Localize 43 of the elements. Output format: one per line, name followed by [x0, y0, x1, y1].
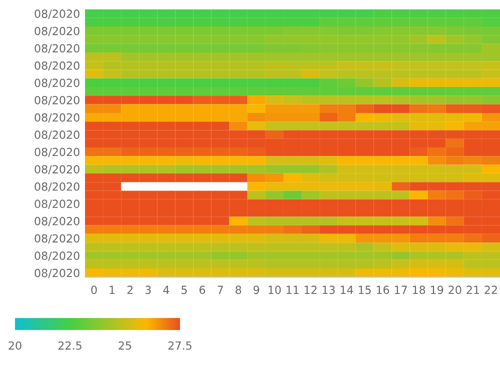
x-tick-label: 22	[484, 286, 497, 294]
y-tick-label: 08/2020	[34, 234, 80, 244]
y-tick-label: 08/2020	[34, 10, 80, 19]
x-tick-label: 5	[182, 286, 187, 294]
y-tick-label: 08/2020	[34, 200, 80, 209]
x-tick-label: 17	[394, 286, 407, 294]
x-tick-label: 12	[304, 286, 316, 294]
x-tick-label: 7	[218, 286, 223, 294]
y-tick-label: 08/2020	[34, 44, 80, 54]
x-tick-label: 21	[466, 286, 479, 294]
x-tick-label: 20	[448, 286, 462, 294]
x-tick-label: 19	[431, 286, 444, 294]
y-tick-label: 08/2020	[34, 61, 80, 71]
color-bar-label: 22.5	[58, 341, 82, 350]
x-tick-label: 3	[145, 286, 151, 294]
y-tick-label: 08/2020	[34, 216, 80, 226]
x-tick-label: 1	[110, 286, 115, 294]
y-tick-label: 08/2020	[34, 78, 80, 88]
y-tick-label: 08/2020	[34, 113, 80, 123]
color-bar-label: 20	[8, 341, 22, 350]
y-tick-label: 08/2020	[34, 165, 80, 174]
x-tick-label: 11	[286, 286, 299, 294]
x-tick-label: 4	[163, 286, 170, 294]
x-tick-label: 0	[91, 286, 97, 294]
x-tick-label: 2	[127, 286, 133, 294]
x-tick-label: 18	[412, 286, 426, 294]
x-tick-label: 9	[254, 286, 260, 294]
x-tick-label: 13	[322, 286, 335, 294]
x-tick-label: 16	[376, 286, 390, 294]
y-tick-label: 08/2020	[34, 96, 80, 106]
x-tick-label: 8	[236, 286, 242, 294]
y-tick-label: 08/2020	[34, 182, 80, 192]
x-tick-label: 14	[340, 286, 354, 294]
x-tick-label: 15	[358, 286, 371, 294]
y-tick-label: 08/2020	[34, 26, 80, 36]
y-tick-label: 08/2020	[34, 130, 80, 140]
color-bar-label: 27.5	[168, 341, 192, 350]
color-bar-label: 25	[118, 341, 132, 350]
x-tick-label: 6	[200, 286, 206, 294]
y-tick-label: 08/2020	[34, 252, 80, 261]
y-tick-label: 08/2020	[34, 268, 80, 278]
y-tick-label: 08/2020	[34, 148, 80, 158]
x-tick-label: 10	[268, 286, 281, 294]
